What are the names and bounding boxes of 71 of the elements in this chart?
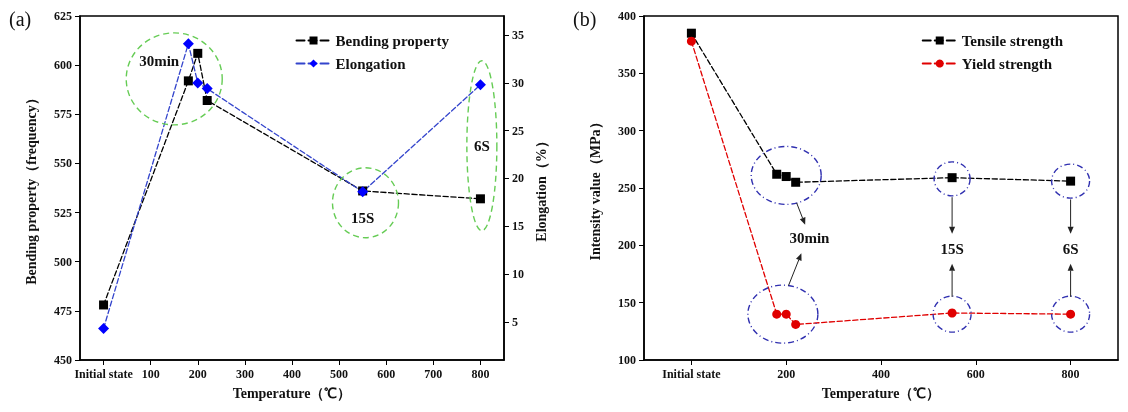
point xyxy=(474,79,486,91)
y2-tick-label: 10 xyxy=(512,267,524,281)
y-tick-label: 400 xyxy=(618,9,636,23)
y-tick-label: 600 xyxy=(54,58,72,73)
x-tick-label: 400 xyxy=(283,367,301,381)
y-tick-label: 500 xyxy=(54,254,72,269)
point xyxy=(201,83,213,95)
x-tick-label: 500 xyxy=(330,367,349,381)
x-tick-label: 200 xyxy=(188,367,207,381)
x-axis-title: Temperature（℃） xyxy=(232,385,352,401)
annotation: 15S xyxy=(350,210,375,227)
point xyxy=(791,319,801,329)
point xyxy=(202,96,212,106)
y-tick-label: 200 xyxy=(618,238,636,253)
point xyxy=(98,322,110,334)
y-tick-label: 100 xyxy=(618,353,636,367)
y2-tick-label: 5 xyxy=(512,314,518,329)
annotation: 30min xyxy=(789,230,831,247)
annotation: 15S xyxy=(940,240,964,257)
y-tick-label: 525 xyxy=(54,205,72,220)
chart-title: (b) xyxy=(573,8,597,31)
point xyxy=(183,76,193,86)
y2-tick-label: 30 xyxy=(512,75,524,90)
y-tick-label: 300 xyxy=(618,123,636,138)
y-tick-label: 575 xyxy=(54,107,72,122)
annotation: 6S xyxy=(1062,240,1079,257)
y2-tick-label: 20 xyxy=(512,171,524,186)
x-tick-label: 100 xyxy=(141,367,160,381)
point xyxy=(475,194,485,204)
y-tick-label: 350 xyxy=(618,66,636,81)
y2-tick-label: 25 xyxy=(512,123,524,138)
y-tick-label: 250 xyxy=(618,181,636,195)
y-axis-title: Bending property（frequency） xyxy=(23,91,39,285)
y2-axis-title: Elongation（%） xyxy=(534,134,550,242)
legend-label: Tensile strength xyxy=(961,32,1064,49)
point xyxy=(193,48,203,58)
y-tick-label: 625 xyxy=(54,9,72,23)
point xyxy=(182,38,194,50)
x-tick-label: Initial state xyxy=(662,367,722,381)
legend-label: Bending property xyxy=(335,32,450,49)
y-tick-label: 475 xyxy=(54,303,72,318)
point xyxy=(686,36,696,46)
point xyxy=(192,77,204,89)
x-tick-label: Initial state xyxy=(74,367,134,381)
y-axis-title: Intensity value（MPa） xyxy=(587,115,603,261)
legend-label: Yield strength xyxy=(961,55,1053,72)
point xyxy=(791,177,801,187)
point xyxy=(772,309,782,319)
x-tick-label: 600 xyxy=(966,367,985,381)
point xyxy=(772,169,782,179)
x-tick-label: 600 xyxy=(377,367,396,381)
y2-tick-label: 15 xyxy=(512,219,524,234)
x-tick-label: 800 xyxy=(471,367,490,381)
x-tick-label: 300 xyxy=(235,367,254,381)
y-tick-label: 450 xyxy=(54,353,72,367)
legend-label: Elongation xyxy=(335,55,407,72)
y2-tick-label: 35 xyxy=(512,28,524,43)
chart-title: (a) xyxy=(9,8,32,31)
point xyxy=(781,172,791,182)
x-tick-label: 400 xyxy=(872,367,890,381)
x-tick-label: 200 xyxy=(777,367,796,381)
annotation: 6S xyxy=(473,137,490,154)
point xyxy=(99,300,109,310)
x-tick-label: 800 xyxy=(1061,367,1080,381)
y-tick-label: 150 xyxy=(618,295,636,310)
point xyxy=(781,309,791,319)
x-tick-label: 700 xyxy=(424,367,443,381)
point xyxy=(686,28,696,38)
y-tick-label: 550 xyxy=(54,156,72,171)
annotation: 30min xyxy=(139,53,180,70)
x-axis-title: Temperature（℃） xyxy=(821,385,941,401)
